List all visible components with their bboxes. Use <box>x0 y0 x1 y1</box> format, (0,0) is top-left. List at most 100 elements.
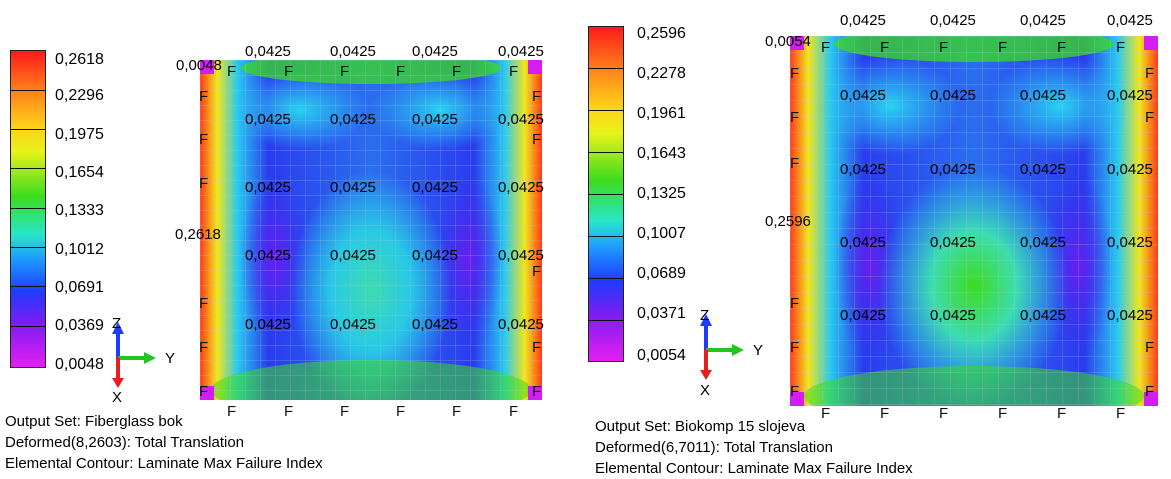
legend-tick <box>10 168 46 169</box>
force-marker: F <box>532 88 542 105</box>
force-marker: F <box>1116 39 1126 56</box>
axis-label-z: Z <box>112 315 122 332</box>
node-value-label: 0,0425 <box>1020 307 1066 324</box>
force-marker: F <box>790 295 800 312</box>
node-value-label: 0,0425 <box>1020 12 1066 29</box>
node-value-label: 0,0425 <box>498 179 544 196</box>
node-value-label: 0,0425 <box>840 307 886 324</box>
caption-output-set: Output Set: Fiberglass bok <box>5 413 183 430</box>
legend-tick <box>10 129 46 130</box>
node-value-label: 0,0425 <box>498 111 544 128</box>
caption-deformed: Deformed(6,7011): Total Translation <box>595 439 833 456</box>
node-value-label: 0,0425 <box>330 247 376 264</box>
force-marker: F <box>199 131 209 148</box>
node-value-label: 0,0425 <box>930 12 976 29</box>
force-marker: F <box>227 403 237 420</box>
legend-tick <box>10 326 46 327</box>
max-value-label: 0,2618 <box>175 226 221 243</box>
contour-plot-panel-right: 0,2596 0,2278 0,1961 0,1643 0,1325 0,100… <box>585 0 1171 479</box>
node-value-label: 0,0425 <box>498 247 544 264</box>
node-value-label: 0,0425 <box>412 316 458 333</box>
legend-tick <box>10 247 46 248</box>
force-marker: F <box>452 403 462 420</box>
caption-deformed: Deformed(8,2603): Total Translation <box>5 434 245 451</box>
coordinate-triad <box>112 322 156 388</box>
legend-tick <box>588 110 624 111</box>
node-value-label: 0,0425 <box>1107 12 1153 29</box>
force-marker: F <box>284 63 294 80</box>
legend-value: 0,0371 <box>637 305 686 322</box>
force-marker: F <box>939 405 949 422</box>
contour-plot-panel-left: 0,2618 0,2296 0,1975 0,1654 0,1333 0,101… <box>0 0 585 479</box>
force-marker: F <box>199 88 209 105</box>
legend-value: 0,1975 <box>55 126 104 143</box>
legend-value: 0,0689 <box>637 265 686 282</box>
max-value-label: 0,2596 <box>765 213 811 230</box>
node-value-label: 0,0425 <box>840 12 886 29</box>
force-marker: F <box>790 65 800 82</box>
node-value-label: 0,0425 <box>840 161 886 178</box>
node-value-label: 0,0425 <box>1107 307 1153 324</box>
force-marker: F <box>396 63 406 80</box>
legend-value: 0,1961 <box>637 105 686 122</box>
force-marker: F <box>199 339 209 356</box>
min-value-label: 0,0054 <box>765 33 811 50</box>
legend-value: 0,1333 <box>55 202 104 219</box>
node-value-label: 0,0425 <box>498 43 544 60</box>
node-value-label: 0,0425 <box>930 87 976 104</box>
force-marker: F <box>1145 383 1155 400</box>
legend-tick <box>10 90 46 91</box>
axis-label-x: X <box>112 389 123 406</box>
force-marker: F <box>340 403 350 420</box>
legend-tick <box>588 68 624 69</box>
force-marker: F <box>790 155 800 172</box>
node-value-label: 0,0425 <box>245 247 291 264</box>
legend-value: 0,1007 <box>637 225 686 242</box>
force-marker: F <box>1145 339 1155 356</box>
legend-value: 0,1012 <box>55 241 104 258</box>
node-value-label: 0,0425 <box>412 179 458 196</box>
force-marker: F <box>821 405 831 422</box>
node-value-label: 0,0425 <box>930 307 976 324</box>
legend-value: 0,1643 <box>637 145 686 162</box>
legend-value: 0,0369 <box>55 317 104 334</box>
force-marker: F <box>1057 39 1067 56</box>
force-marker: F <box>1116 405 1126 422</box>
force-marker: F <box>509 63 519 80</box>
force-marker: F <box>1057 405 1067 422</box>
node-value-label: 0,0425 <box>930 234 976 251</box>
min-value-label: 0,0048 <box>176 57 222 74</box>
node-value-label: 0,0425 <box>1107 87 1153 104</box>
node-value-label: 0,0425 <box>1020 87 1066 104</box>
node-value-label: 0,0425 <box>245 179 291 196</box>
legend-value: 0,1654 <box>55 164 104 181</box>
node-value-label: 0,0425 <box>840 87 886 104</box>
legend-value: 0,2296 <box>55 87 104 104</box>
force-marker: F <box>998 39 1008 56</box>
force-marker: F <box>939 39 949 56</box>
axis-label-x: X <box>700 382 711 399</box>
force-marker: F <box>452 63 462 80</box>
axis-label-y: Y <box>753 342 764 359</box>
coordinate-triad <box>700 314 744 380</box>
fea-plate-contour <box>790 36 1158 406</box>
node-value-label: 0,0425 <box>840 234 886 251</box>
legend-value: 0,1325 <box>637 185 686 202</box>
force-marker: F <box>998 405 1008 422</box>
force-marker: F <box>532 339 542 356</box>
node-value-label: 0,0425 <box>245 316 291 333</box>
force-marker: F <box>227 63 237 80</box>
legend-value: 0,0054 <box>637 347 686 364</box>
force-marker: F <box>396 403 406 420</box>
node-value-label: 0,0425 <box>245 111 291 128</box>
force-marker: F <box>790 383 800 400</box>
force-marker: F <box>1145 109 1155 126</box>
node-value-label: 0,0425 <box>1020 161 1066 178</box>
legend-value: 0,0691 <box>55 279 104 296</box>
force-marker: F <box>790 109 800 126</box>
force-marker: F <box>340 63 350 80</box>
node-value-label: 0,0425 <box>330 179 376 196</box>
axis-label-y: Y <box>165 350 176 367</box>
legend-tick <box>10 208 46 209</box>
force-marker: F <box>790 339 800 356</box>
